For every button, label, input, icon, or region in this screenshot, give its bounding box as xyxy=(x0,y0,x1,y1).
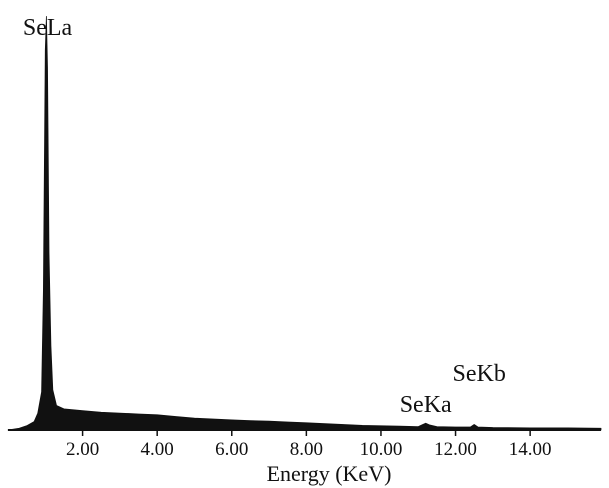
x-tick-label: 4.00 xyxy=(141,439,174,460)
x-tick-label: 10.00 xyxy=(360,439,403,460)
x-tick-label: 14.00 xyxy=(509,439,552,460)
peak-label: SeLa xyxy=(23,15,73,41)
x-ticks: 2.00 4.00 6.00 8.00 10.00 12.00 14.00 xyxy=(66,430,552,460)
x-axis-title: Energy (KeV) xyxy=(267,461,392,486)
x-tick-label: 12.00 xyxy=(434,439,477,460)
x-tick-label: 8.00 xyxy=(290,439,323,460)
spectrum-area xyxy=(7,15,602,431)
peak-label: SeKa xyxy=(400,392,452,418)
plot-area xyxy=(7,15,602,431)
x-tick-label: 2.00 xyxy=(66,439,99,460)
x-tick-label: 6.00 xyxy=(215,439,248,460)
peak-label: SeKb xyxy=(453,361,506,387)
